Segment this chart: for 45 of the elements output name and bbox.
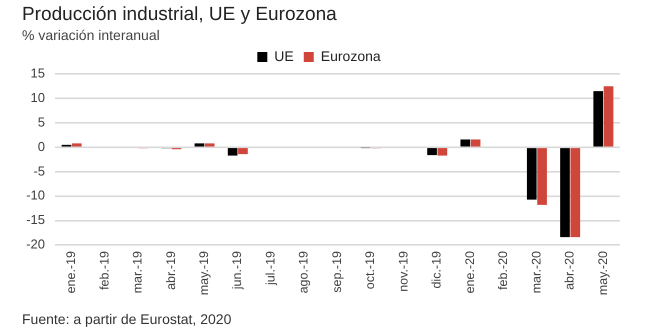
legend-label: UE bbox=[274, 48, 294, 64]
x-tick-label: feb.-20 bbox=[496, 250, 510, 290]
y-tick-label: 15 bbox=[30, 66, 45, 81]
x-tick-label: ago.-19 bbox=[296, 250, 311, 294]
x-tick-label: abr.-20 bbox=[562, 250, 577, 290]
y-tick-label: 10 bbox=[30, 90, 45, 106]
x-tick-label: dic.-19 bbox=[430, 250, 444, 289]
bar bbox=[560, 148, 570, 238]
x-tick-label: feb.-19 bbox=[97, 250, 112, 290]
bar bbox=[593, 91, 604, 146]
x-tick-label: jun.-19 bbox=[230, 250, 244, 290]
x-tick-label: sep.-19 bbox=[330, 250, 344, 293]
chart-title: Producción industrial, UE y Eurozona bbox=[22, 4, 337, 26]
bar bbox=[228, 148, 238, 156]
chart-subtitle: % variación interanual bbox=[22, 27, 160, 43]
x-tick-label: may.-20 bbox=[596, 250, 610, 296]
x-tick-label: mar.-19 bbox=[130, 250, 145, 294]
bar bbox=[460, 139, 470, 146]
bar bbox=[570, 148, 580, 238]
bar bbox=[537, 148, 547, 205]
bar bbox=[427, 148, 437, 156]
y-tick-label: 0 bbox=[38, 138, 45, 154]
bar bbox=[438, 148, 448, 156]
y-tick-label: 5 bbox=[38, 114, 45, 130]
bar bbox=[470, 139, 480, 146]
bar bbox=[526, 148, 537, 200]
y-tick-label: -10 bbox=[26, 188, 45, 203]
legend-label: Eurozona bbox=[320, 48, 381, 64]
bar bbox=[194, 143, 204, 146]
bar bbox=[72, 143, 82, 146]
x-tick-label: mar.-20 bbox=[529, 250, 544, 294]
bar bbox=[604, 86, 614, 146]
y-tick-label: -5 bbox=[33, 163, 45, 178]
bar bbox=[204, 143, 215, 146]
x-tick-label: ene.-19 bbox=[64, 250, 78, 294]
x-tick-label: nov.-19 bbox=[396, 250, 410, 292]
y-tick-label: -15 bbox=[26, 212, 45, 228]
bar bbox=[238, 148, 248, 154]
x-tick-label: abr.-19 bbox=[164, 250, 178, 290]
y-tick-label: -20 bbox=[26, 236, 45, 252]
x-tick-label: may.-19 bbox=[197, 250, 212, 296]
source-note: Fuente: a partir de Eurostat, 2020 bbox=[22, 311, 232, 327]
x-tick-label: oct.-19 bbox=[363, 250, 378, 290]
x-tick-label: jul.-19 bbox=[263, 250, 278, 286]
x-tick-label: ene.-20 bbox=[462, 250, 477, 294]
